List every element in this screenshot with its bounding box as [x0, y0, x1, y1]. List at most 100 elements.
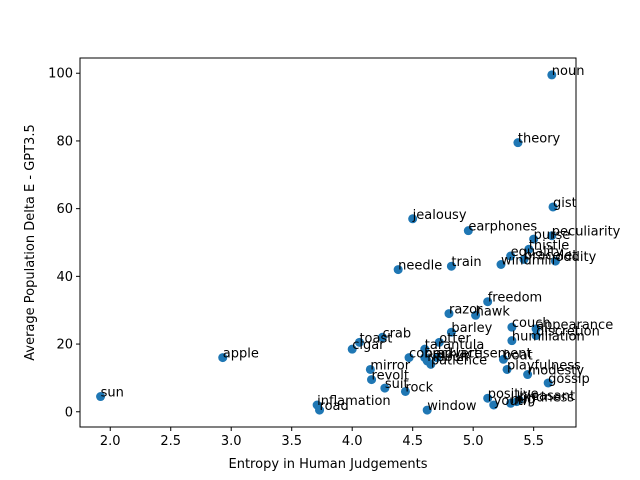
data-point	[347, 344, 357, 354]
data-point	[496, 260, 506, 270]
data-point	[507, 336, 517, 346]
data-point	[377, 332, 387, 342]
point-label: modesty	[528, 364, 585, 379]
data-point	[471, 310, 481, 320]
data-point	[547, 70, 557, 80]
point-label: revolt	[372, 369, 409, 384]
point-label: pleasant	[519, 389, 575, 404]
point-label: windmill	[501, 254, 555, 269]
data-point	[380, 383, 390, 393]
point-label: earphones	[468, 220, 537, 235]
y-tick-label: 80	[56, 134, 73, 149]
point-label: positive	[488, 387, 539, 402]
point-label: apple	[223, 347, 259, 362]
points-layer	[96, 70, 560, 415]
point-label: train	[451, 255, 481, 270]
data-point	[543, 378, 553, 388]
data-point	[513, 138, 523, 148]
x-tick-label: 4.5	[402, 434, 423, 449]
y-tick-label: 20	[56, 338, 73, 353]
point-label: advertisement	[437, 347, 532, 362]
data-point	[444, 309, 454, 319]
point-label: humiliation	[512, 330, 585, 345]
data-point	[531, 331, 541, 341]
x-axis-label: Entropy in Human Judgements	[229, 457, 428, 472]
data-point	[422, 405, 432, 415]
point-label: hawk	[476, 304, 511, 319]
x-tick-label: 3.5	[281, 434, 302, 449]
data-point	[367, 375, 377, 385]
data-point	[489, 400, 499, 410]
point-label: peculiarity	[552, 225, 621, 240]
point-label: mirror	[370, 358, 410, 373]
x-tick-label: 2.0	[100, 434, 121, 449]
point-label: discretion	[536, 325, 600, 340]
x-tick-label: 2.5	[160, 434, 181, 449]
y-axis: 0 20 40 60 80 100	[48, 67, 80, 420]
y-tick-label: 40	[56, 270, 73, 285]
point-label: road	[320, 399, 349, 414]
x-tick-label: 3.0	[221, 434, 242, 449]
data-point	[315, 405, 325, 415]
point-label: purse	[534, 228, 571, 243]
point-label: crab	[382, 326, 411, 341]
data-point	[96, 392, 106, 402]
y-tick-label: 0	[65, 405, 73, 420]
data-point	[218, 353, 228, 363]
data-point	[426, 359, 436, 369]
data-point	[529, 234, 539, 244]
point-label: window	[427, 399, 477, 414]
data-point	[400, 386, 410, 396]
x-tick-label: 5.0	[463, 434, 484, 449]
point-label: boat	[503, 348, 532, 363]
data-point	[408, 214, 418, 224]
point-label: jealousy	[412, 208, 467, 223]
point-label: bracelet	[524, 248, 577, 263]
point-label: suit	[385, 377, 409, 392]
data-point	[463, 226, 473, 236]
point-label: cobra	[409, 347, 446, 362]
data-point	[547, 231, 557, 241]
y-tick-label: 60	[56, 202, 73, 217]
data-point	[550, 256, 560, 266]
y-axis-label: Average Population Delta E - GPT3.5	[23, 124, 38, 360]
x-tick-label: 5.5	[523, 434, 544, 449]
point-label: couch	[512, 316, 551, 331]
plot-area	[80, 58, 576, 427]
point-label: razor	[449, 303, 483, 318]
data-point	[523, 370, 533, 380]
point-label: noun	[552, 64, 585, 79]
point-label: theory	[518, 132, 561, 147]
point-label: patience	[431, 353, 487, 368]
y-tick-label: 100	[48, 67, 73, 82]
data-point	[446, 261, 456, 271]
data-point	[404, 353, 414, 363]
point-label: tarantula	[425, 338, 485, 353]
data-point	[483, 393, 493, 403]
point-label: cigar	[352, 338, 385, 353]
point-label: gossip	[548, 372, 590, 387]
data-point	[519, 254, 529, 264]
point-label: playfulness	[507, 358, 581, 373]
data-point	[498, 354, 508, 364]
plot-frame	[79, 57, 577, 428]
data-point	[446, 327, 456, 337]
x-tick-label: 4.0	[342, 434, 363, 449]
data-point	[512, 397, 522, 407]
point-label: rock	[405, 380, 433, 395]
point-label: ribbon	[427, 350, 469, 365]
data-point	[420, 344, 430, 354]
point-label: thistle	[529, 238, 569, 253]
point-label: necklace	[425, 347, 483, 362]
data-point	[531, 324, 541, 334]
data-point	[524, 244, 534, 254]
data-point	[365, 364, 375, 374]
point-label: otter	[439, 331, 471, 346]
point-label: barley	[451, 321, 492, 336]
x-axis: 2.0 2.5 3.0 3.5 4.0 4.5 5.0 5.5	[100, 427, 544, 449]
data-point	[483, 297, 493, 307]
point-label: kindness	[517, 391, 575, 406]
point-label: needle	[398, 259, 442, 274]
